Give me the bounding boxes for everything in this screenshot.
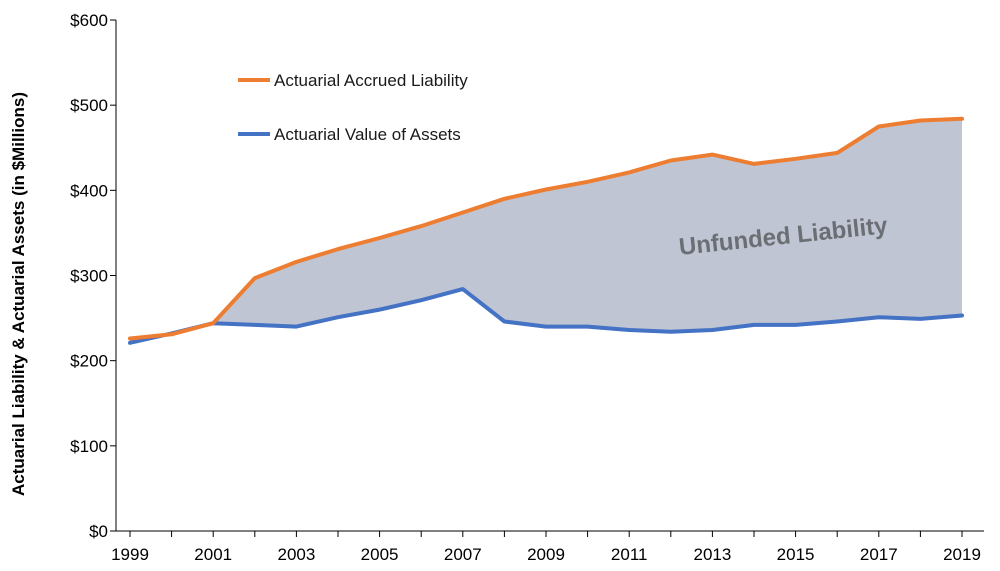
x-tick-label: 2009 — [527, 545, 565, 564]
x-tick-label: 2007 — [444, 545, 482, 564]
legend-label-liability: Actuarial Accrued Liability — [274, 71, 468, 90]
legend: Actuarial Accrued Liability Actuarial Va… — [238, 71, 468, 144]
x-axis-ticks: 1999 2001 2003 2005 2007 2009 2011 2013 2015 2017… — [111, 531, 981, 564]
y-tick-label: $100 — [70, 437, 108, 456]
y-axis-title: Actuarial Liability & Actuarial Assets (… — [9, 92, 28, 496]
x-tick-label: 1999 — [111, 545, 149, 564]
y-tick-label: $0 — [89, 522, 108, 541]
y-tick-label: $500 — [70, 96, 108, 115]
x-tick-label: 2001 — [194, 545, 232, 564]
x-tick-label: 2017 — [860, 545, 898, 564]
y-tick-label: $400 — [70, 181, 108, 200]
unfunded-liability-area — [130, 118, 962, 343]
y-tick-label: $200 — [70, 352, 108, 371]
x-tick-label: 2011 — [611, 545, 648, 564]
x-tick-label: 2003 — [277, 545, 315, 564]
legend-label-assets: Actuarial Value of Assets — [274, 125, 461, 144]
x-tick-label: 2005 — [361, 545, 399, 564]
x-tick-label: 2019 — [943, 545, 981, 564]
y-axis-ticks: $0 $100 $200 $300 $400 $500 $600 — [70, 11, 116, 541]
y-tick-label: $300 — [70, 267, 108, 286]
x-tick-label: 2015 — [777, 545, 815, 564]
x-tick-label: 2013 — [693, 545, 731, 564]
y-tick-label: $600 — [70, 11, 108, 30]
series-line-assets — [128, 287, 964, 345]
series-line-liability — [128, 116, 964, 341]
